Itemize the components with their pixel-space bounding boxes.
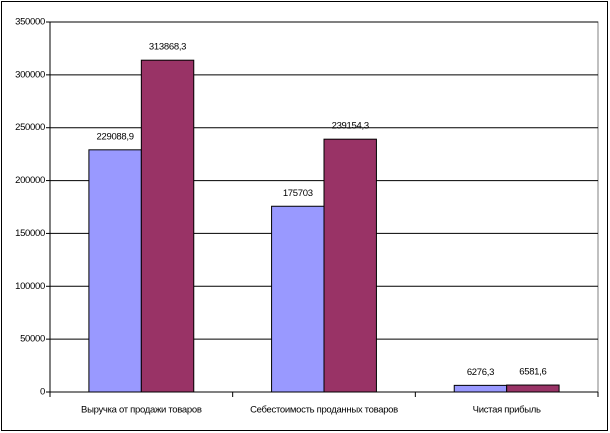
x-tick-label: Себестоимость проданных товаров: [250, 405, 398, 416]
y-tick-label: 0: [40, 387, 45, 398]
value-label: 229088,9: [97, 131, 134, 142]
x-tick-label: Выручка от продажи товаров: [81, 405, 202, 416]
value-label: 239154,3: [332, 121, 369, 132]
bar: [453, 384, 508, 393]
value-label: 6581,6: [519, 367, 546, 378]
y-tick-label: 100000: [15, 281, 45, 292]
y-tick-label: 350000: [15, 17, 45, 28]
x-tick-label: Чистая прибыль: [473, 405, 541, 416]
bar: [506, 384, 560, 393]
y-tick-label: 50000: [20, 334, 45, 345]
y-tick-label: 300000: [15, 69, 45, 80]
bar: [323, 138, 377, 393]
y-tick-label: 150000: [15, 228, 45, 239]
value-label: 175703: [283, 188, 313, 199]
bar: [140, 59, 195, 393]
bar: [271, 205, 325, 393]
y-tick-label: 250000: [15, 122, 45, 133]
y-tick-label: 200000: [15, 175, 45, 186]
value-label: 6276,3: [467, 367, 494, 378]
value-label: 313868,3: [149, 42, 186, 53]
bar: [88, 149, 142, 393]
